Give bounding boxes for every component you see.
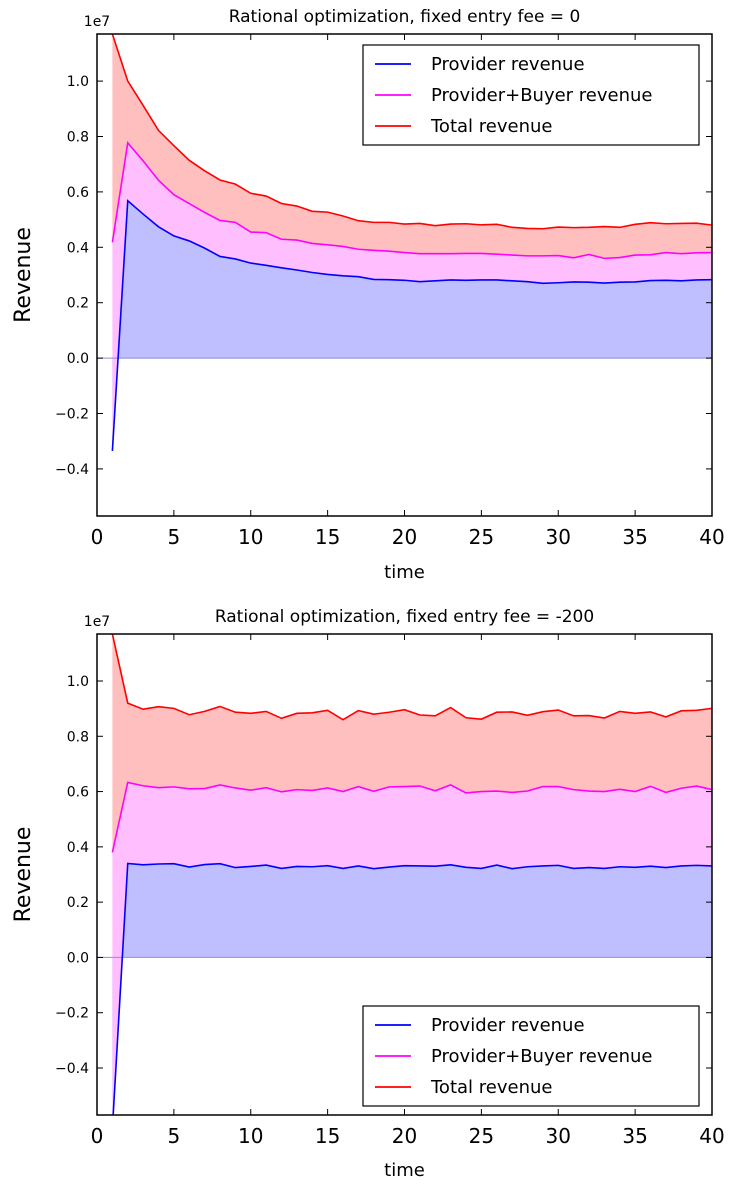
chart-panel-1: 0 5 10 15 20 25 30 35 40 −0.4 −0.2 0.0 0.2 0.4 0.6 0.8 1…: [11, 7, 725, 583]
x-tick-label: 20: [392, 525, 417, 549]
x-tick-label: 0: [91, 525, 104, 549]
chart-title: Rational optimization, fixed entry fee =…: [229, 7, 581, 27]
x-tick-label: 5: [168, 525, 181, 549]
series-fill-1: [112, 200, 712, 451]
x-tick-label: 40: [699, 525, 724, 549]
legend-label-3: Total revenue: [430, 1077, 552, 1098]
y-tick-label: 0.2: [67, 296, 89, 312]
series-line-1: [112, 862, 712, 1115]
y-tick-label: 1.0: [67, 74, 89, 90]
y-tick-label: −0.4: [55, 1061, 89, 1077]
legend-box: [362, 44, 700, 146]
x-tick-label: 30: [546, 525, 571, 549]
legend-label-2: Provider+Buyer revenue: [431, 1046, 653, 1067]
x-tick-label: 15: [315, 525, 340, 549]
series-line-3: [111, 34, 712, 230]
y-tick-label: −0.4: [55, 462, 89, 478]
x-tick-label: 5: [168, 1124, 181, 1148]
legend-label-1: Provider revenue: [431, 1015, 585, 1036]
x-axis-label: time: [384, 1160, 425, 1181]
legend-label-2: Provider+Buyer revenue: [431, 85, 653, 106]
series-fill-3: [112, 634, 712, 853]
y-scale-label: 1e7: [84, 614, 110, 630]
y-axis-label: Revenue: [11, 827, 36, 923]
y-axis-label: Revenue: [11, 227, 36, 323]
x-tick-label: 30: [546, 1124, 571, 1148]
y-tick-label: 0.6: [67, 185, 89, 201]
y-tick-label: 0.0: [67, 351, 89, 367]
y-tick-label: 0.0: [67, 950, 89, 966]
plot-area: [97, 34, 712, 451]
chart-panel-2: 0 5 10 15 20 25 30 35 40 −0.4 −0.2 0.0 0.2 0.4 0.6 0.8 1…: [11, 607, 725, 1181]
x-tick-label: 40: [699, 1124, 724, 1148]
series-line-1: [111, 199, 712, 451]
y-tick-label: 0.2: [67, 895, 89, 911]
plot-area: [97, 634, 712, 1115]
legend-label-3: Total revenue: [430, 116, 552, 137]
legend-label-1: Provider revenue: [431, 54, 585, 75]
legend: Provider revenue Provider+Buyer revenue To…: [362, 1005, 700, 1107]
y-tick-label: 0.6: [67, 785, 89, 801]
series-line-2: [111, 781, 712, 853]
x-tick-label: 10: [238, 1124, 263, 1148]
y-tick-label: −0.2: [55, 1006, 89, 1022]
x-tick-label: 20: [392, 1124, 417, 1148]
series-fill-1: [112, 863, 712, 1115]
y-tick-label: 0.4: [67, 840, 89, 856]
y-tick-label: 0.4: [67, 240, 89, 256]
series-line-2: [111, 141, 712, 260]
series-line-3: [111, 634, 712, 721]
series-fill-3: [112, 34, 712, 259]
legend: Provider revenue Provider+Buyer revenue To…: [362, 44, 700, 146]
x-tick-label: 10: [238, 525, 263, 549]
legend-box: [362, 1005, 700, 1107]
x-tick-label: 35: [622, 1124, 647, 1148]
x-tick-label: 25: [469, 1124, 494, 1148]
chart-title: Rational optimization, fixed entry fee =…: [215, 607, 594, 627]
x-tick-label: 0: [91, 1124, 104, 1148]
y-tick-label: −0.2: [55, 407, 89, 423]
y-tick-label: 0.8: [67, 129, 89, 145]
x-tick-label: 35: [622, 525, 647, 549]
y-tick-label: 1.0: [67, 674, 89, 690]
y-tick-label: 0.8: [67, 729, 89, 745]
x-tick-label: 15: [315, 1124, 340, 1148]
x-axis-label: time: [384, 562, 425, 583]
x-tick-label: 25: [469, 525, 494, 549]
y-scale-label: 1e7: [84, 14, 110, 30]
